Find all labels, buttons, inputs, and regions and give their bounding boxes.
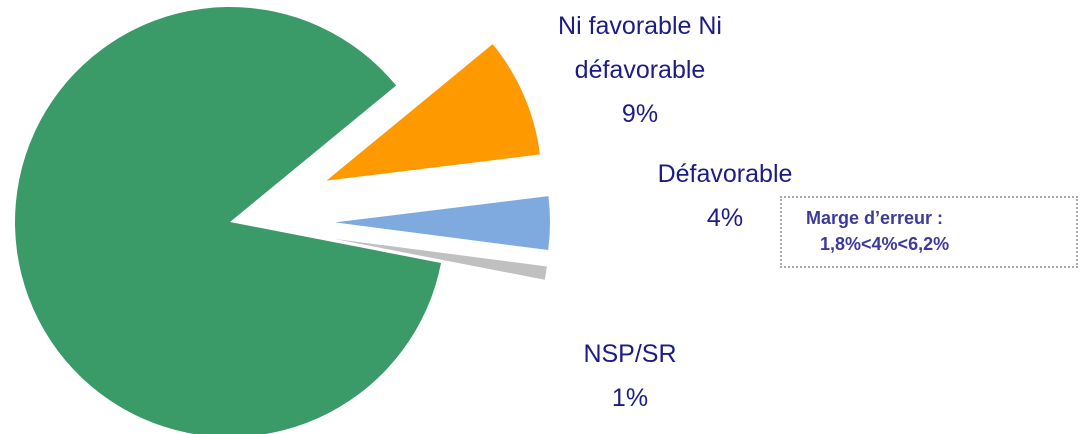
pie-slice	[334, 196, 550, 251]
value-label: 1%	[611, 384, 649, 412]
value-label: 9%	[621, 100, 659, 128]
annotation-box: Marge d’erreur : 1,8%<4%<6,2%	[780, 196, 1078, 268]
slice-label: Ni favorable Ni défavorable 9%	[510, 4, 770, 136]
value-label: 4%	[706, 204, 744, 232]
pie-slice	[333, 238, 547, 280]
slice-label: NSP/SR 1%	[530, 332, 730, 420]
pie-slice	[326, 44, 540, 181]
annotation-text: 1,8%<4%<6,2%	[820, 234, 950, 254]
pie-slice	[15, 7, 442, 434]
category-label: Défavorable	[657, 160, 793, 188]
annotation-title: Marge d’erreur :	[806, 208, 944, 228]
category-label: Ni favorable Ni défavorable	[558, 12, 722, 84]
slice-label: Défavorable 4%	[610, 152, 840, 240]
category-label: NSP/SR	[583, 340, 677, 368]
